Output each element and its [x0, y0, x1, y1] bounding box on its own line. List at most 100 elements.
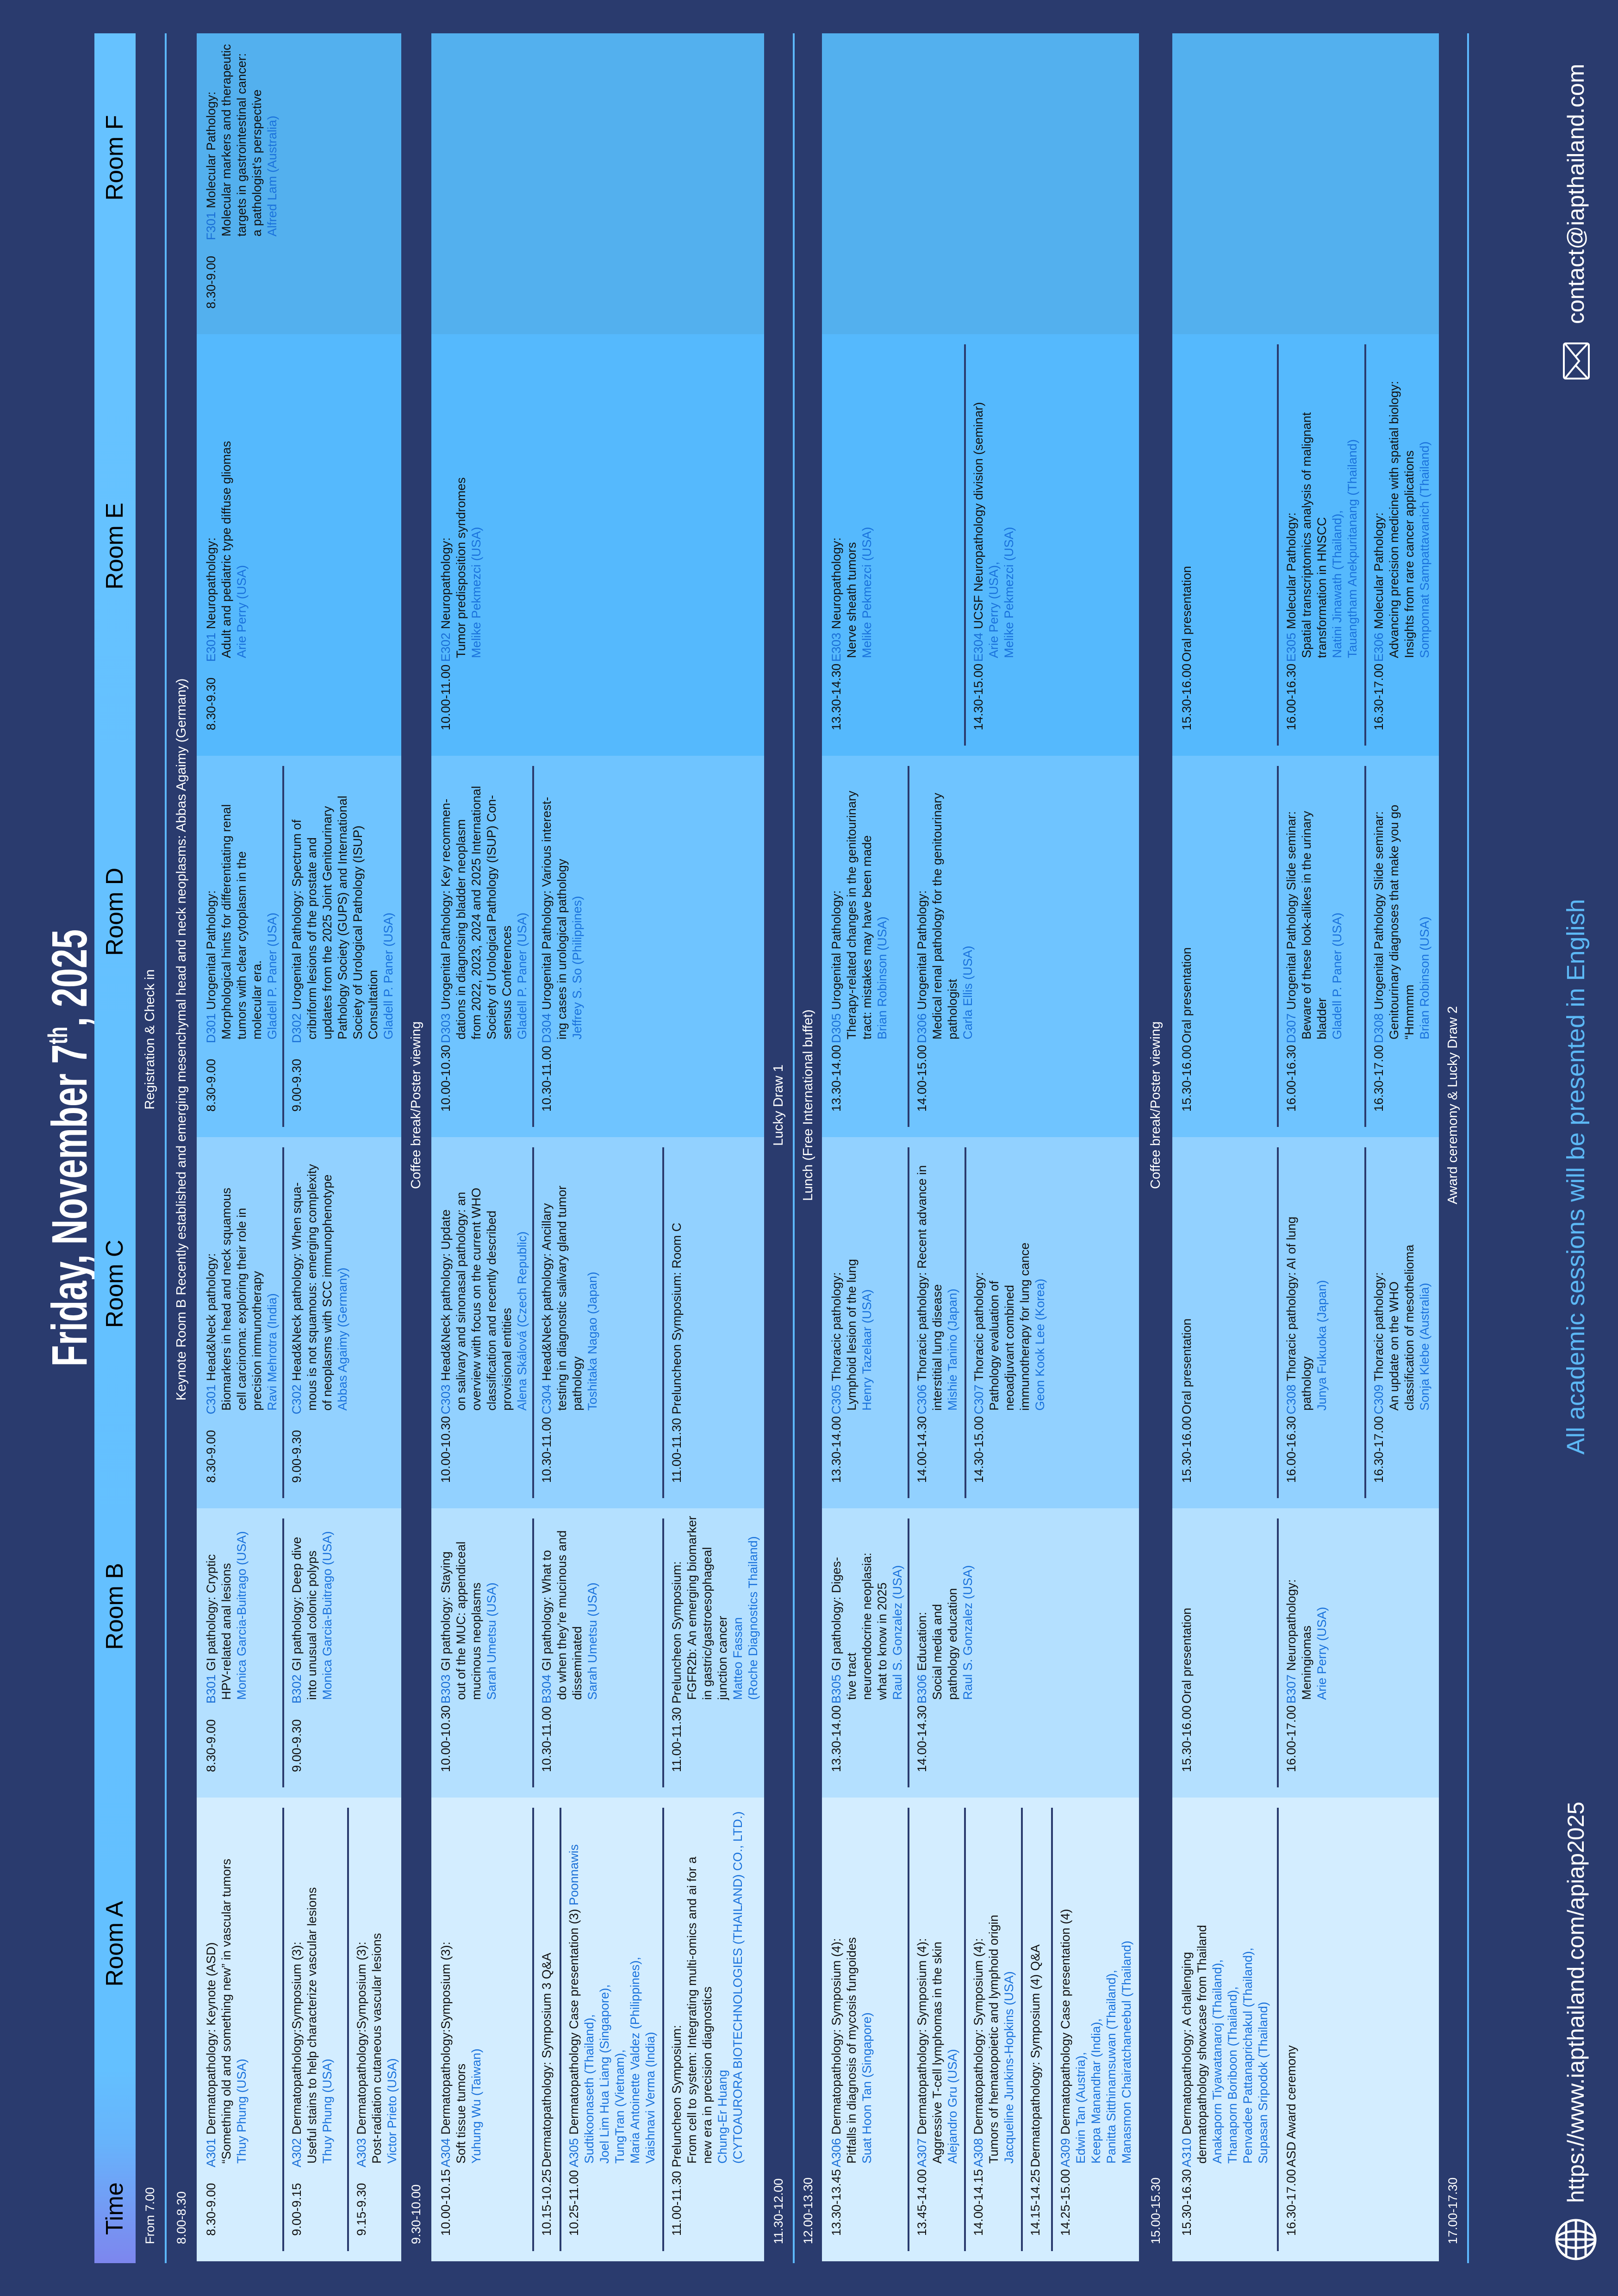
session-e303: 13.30-14.30 E303 Neuropathology: Nerve she…: [829, 340, 875, 730]
session-title: A308 Dermatopathology: Symposium (4):: [971, 1803, 986, 2167]
cell-room-f: 8.30-9.00 F301 Molecular Pathology: Molecu…: [197, 33, 401, 334]
website-link[interactable]: https://www.iapthailand.com/apiap2025: [1563, 1801, 1589, 2203]
session-code: A307: [915, 2138, 929, 2167]
session-title-text: targets in gastrointestinal cancer:: [235, 53, 249, 236]
session-time: 8.30-9.30: [204, 677, 218, 730]
session-body: D304 Urogenital Pathology: Various inter…: [539, 761, 585, 1043]
session-time: 8.30-9.00: [204, 2183, 218, 2236]
session-title-line: mucinous neoplasms: [469, 1514, 484, 1704]
session-title-text: Dermatopathology: Symposium 3 Q&A: [540, 1953, 554, 2167]
session-title-text: GI pathology: What to: [540, 1550, 554, 1671]
session-time: 9.00-9.15: [290, 2183, 304, 2236]
header-room-b: Room B: [101, 1563, 128, 1650]
session-body: Dermatopathology: Symposium 3 Q&A: [539, 1803, 554, 2167]
session-a310: 15.30-16.30 A310 Dermatopathology: A chal…: [1179, 1803, 1271, 2236]
session-title-text: Dermatopathology Case presentation (3): [567, 1909, 581, 2135]
session-title-line: from 2022, 2023, 2024 and 2025 Internati…: [469, 761, 484, 1043]
email-link[interactable]: contact@iapthailand.com: [1563, 63, 1589, 324]
session-item: 16.30-17.00 ASD Award ceremony: [1284, 1803, 1299, 2236]
session-d306: 14.00-15.00 D306 Urogenital Pathology: Med…: [915, 761, 976, 1112]
session-title: A307 Dermatopathology: Symposium (4):: [915, 1803, 930, 2167]
session-divider: [1277, 766, 1279, 1127]
session-title-text: Adult and pediatric type diffuse gliomas: [219, 441, 233, 658]
session-code: B301: [204, 1674, 218, 1704]
session-title-line: of neoplasms with SCC immunophenotype: [320, 1143, 335, 1414]
session-code: E305: [1284, 632, 1298, 662]
session-title-line: “Hmmmm: [1402, 761, 1417, 1043]
session-title-text: Head&Neck pathology: Ancillary: [540, 1203, 554, 1381]
speaker-name: Panitta Sitthinamsuwan (Thailand),: [1104, 1970, 1118, 2164]
session-title-text: Dermatopathology:Symposium (3):: [355, 1941, 368, 2135]
session-title-text: provisional entities: [500, 1307, 514, 1411]
session-title-line: Social media and: [930, 1514, 945, 1704]
session-title-text: tract: mistakes may have been made: [860, 835, 874, 1039]
session-code: A303: [355, 2138, 368, 2167]
session-divider: [908, 1808, 909, 2251]
session-title-line: Tumor predisposition syndromes: [454, 340, 469, 662]
session-title-text: sensus Conferences: [500, 925, 514, 1039]
speaker-name: Sonja Klebe (Australia): [1418, 1282, 1431, 1411]
cell-room-a: 8.30-9.00 A301 Dermatopathology: Keynote …: [197, 1798, 401, 2261]
session-title-text: tive tract: [845, 1652, 859, 1700]
session-time: 10.00-11.00: [439, 664, 453, 730]
header-time: Time: [101, 2182, 128, 2235]
session-title-line: dations in diagnosing bladder neoplasm: [454, 761, 469, 1043]
speaker-name: Sudtikoonaseth (Thailand),: [582, 2014, 596, 2164]
band-label: Coffee break/Poster viewing: [1148, 1021, 1163, 1189]
envelope-icon: [1562, 342, 1590, 380]
session-title-text: a pathologist’s perspective: [250, 89, 264, 236]
session-b305: 13.30-14.00 B305 GI pathology: Diges-tive…: [829, 1514, 905, 1772]
session-title: C302 Head&Neck pathology: When squa-: [289, 1143, 305, 1414]
session-title-text: Consultation: [366, 970, 380, 1039]
session-title: C305 Thoracic pathology:: [829, 1143, 844, 1414]
session-body: A303 Dermatopathology:Symposium (3): Post…: [354, 1803, 400, 2167]
session-item: 11.00-11.30 Preluncheon Symposium: FGFR2b:…: [669, 1514, 761, 1772]
session-code: B303: [439, 1674, 453, 1704]
session-title-text: Molecular Pathology:: [1372, 512, 1386, 629]
session-title-line: Molecular markers and therapeutic: [219, 39, 234, 240]
session-divider: [1277, 1518, 1279, 1787]
session-title-text: neuroendocrine neoplasia:: [860, 1552, 874, 1700]
session-title-text: testing in diagnostic salivary gland tum…: [555, 1185, 569, 1411]
cell-room-e: 15.30-16.00 Oral presentation 16.00-16.30 E…: [1172, 334, 1439, 756]
band-label: Lucky Draw 1: [771, 1064, 786, 1146]
session-title: D306 Urogenital Pathology:: [915, 761, 930, 1043]
session-divider: [908, 1147, 909, 1498]
session-title-line: interstitial lung disease: [930, 1143, 945, 1414]
speaker-name: (CYTOAURORA BIOTECHNOLOGIES (THAILAND) C…: [731, 1811, 745, 2164]
session-title-text: Molecular Pathology:: [204, 91, 218, 208]
session-title-text: Useful stains to help characterize vascu…: [305, 1887, 319, 2164]
speaker-name: Alejandro Gru (USA): [946, 2049, 959, 2164]
session-time: 8.30-9.00: [204, 1058, 218, 1112]
speaker-name: Sarah Umetsu (USA): [585, 1582, 599, 1700]
band-time: 11.30-12.00: [772, 2178, 785, 2244]
speaker-name: Brian Robinson (USA): [1418, 916, 1431, 1039]
session-time: 16.00-17.00: [1284, 1705, 1298, 1772]
session-divider: [662, 1518, 664, 1787]
session-body: A305 Dermatopathology Case presentation …: [566, 1803, 658, 2167]
session-code: E301: [204, 632, 218, 662]
session-body: Oral presentation: [1179, 761, 1195, 1043]
session-time: 8.30-9.00: [204, 1719, 218, 1772]
session-body: E304 UCSF Neuropathology division (semin…: [971, 340, 1017, 662]
session-title-text: junction cancer: [716, 1616, 729, 1700]
session-title: A309 Dermatopathology Case presentation …: [1058, 1803, 1073, 2167]
table-header: Time Room A Room B Room C Room D Room E Room …: [94, 33, 136, 2263]
speaker-name: Poonnawis: [567, 1844, 581, 1906]
session-title-text: dermatopathology showcase from Thailand: [1195, 1925, 1209, 2164]
speaker-name: Alfred Lam (Australia): [265, 115, 279, 236]
session-code: C305: [829, 1384, 843, 1414]
session-title-text: Thoracic pathology:: [972, 1272, 986, 1381]
session-title-text: “Hmmmm: [1402, 984, 1416, 1039]
cell-room-d: 15.30-16.00 Oral presentation 16.00-16.30 D…: [1172, 756, 1439, 1137]
session-item: 15.30-16.00 Oral presentation: [1179, 761, 1195, 1112]
speaker-name: Mishie Tanino (Japan): [946, 1288, 959, 1411]
speaker-name: Alena Skálová (Czech Republic): [515, 1231, 529, 1411]
session-a305: 10.25-11.00 A305 Dermatopathology Case pr…: [566, 1803, 658, 2236]
session-title: D303 Urogenital Pathology: Key recommen-: [438, 761, 454, 1043]
speaker-name: Vaishnavi Verma (India): [643, 2032, 657, 2164]
session-title-text: Head&Neck pathology: When squa-: [290, 1182, 304, 1381]
session-code: A310: [1180, 2138, 1194, 2167]
session-title-text: Medical renal pathology for the genitour…: [930, 793, 944, 1039]
session-title-text: Insights from rare cancer applications: [1402, 450, 1416, 658]
